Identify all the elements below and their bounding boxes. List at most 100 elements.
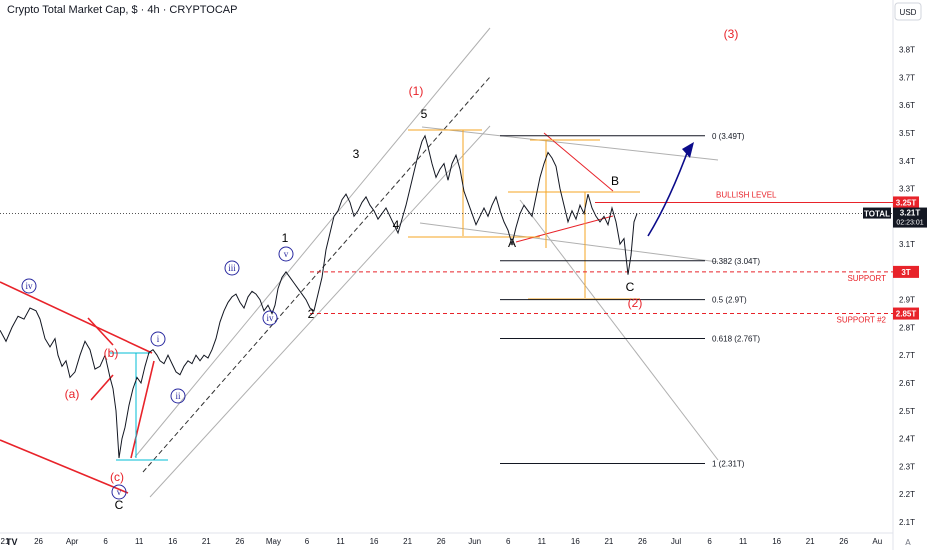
price-tick-label: 2.2T xyxy=(899,490,915,499)
time-tick-label: 6 xyxy=(707,537,712,546)
red-channel-left xyxy=(0,281,155,494)
time-tick-label: 26 xyxy=(235,537,244,546)
wave-label-C-left: C xyxy=(115,498,124,512)
wave-label-1: 1 xyxy=(282,231,289,245)
wave-label-b: (b) xyxy=(104,346,119,360)
fib-label: 0.618 (2.76T) xyxy=(712,335,760,344)
time-tick-label: 6 xyxy=(506,537,511,546)
currency-button[interactable]: USD xyxy=(894,2,922,21)
time-tick-label: 26 xyxy=(638,537,647,546)
wave-label-iv-left: iv xyxy=(25,281,33,291)
time-tick-label: 11 xyxy=(135,537,144,546)
price-tags: 3.25T 3T 2.85T xyxy=(893,196,919,320)
price-series-line xyxy=(0,134,638,459)
level-tag: 3.25T xyxy=(896,198,917,207)
time-tick-label: 26 xyxy=(839,537,848,546)
wave-label-4: 4 xyxy=(393,218,400,232)
time-tick-label: 16 xyxy=(772,537,781,546)
price-tick-label: 3.4T xyxy=(899,157,915,166)
roman-labels: iv v i ii iii v iv xyxy=(25,249,288,497)
wave-label-5: 5 xyxy=(421,107,428,121)
wave-label-iii: iii xyxy=(228,263,236,273)
level-label: SUPPORT #2 xyxy=(836,316,886,325)
price-axis[interactable]: 2.1T 2.2T 2.3T 2.4T 2.5T 2.6T 2.7T 2.8T 2.9T 3T 3.… xyxy=(899,46,915,527)
time-tick-label: 21 xyxy=(1,537,10,546)
time-tick-label: 21 xyxy=(806,537,815,546)
bar-countdown: 02:23:01 xyxy=(896,220,923,227)
wave-label-C-right: C xyxy=(626,280,635,294)
time-tick-label: 11 xyxy=(336,537,345,546)
time-tick-label: 21 xyxy=(604,537,613,546)
price-tick-label: 2.5T xyxy=(899,407,915,416)
price-tick-label: 3.7T xyxy=(899,73,915,82)
price-tick-label: 3.5T xyxy=(899,129,915,138)
time-tick-label: 26 xyxy=(437,537,446,546)
projection-arrow xyxy=(647,142,694,237)
triangle-lines xyxy=(419,126,719,461)
time-tick-label: 21 xyxy=(202,537,211,546)
time-tick-label: May xyxy=(266,537,281,546)
level-tag-bg xyxy=(893,196,919,209)
price-tick-label: 2.3T xyxy=(899,462,915,471)
wave-label-v-top: v xyxy=(284,249,289,259)
wave-label-2: 2 xyxy=(308,307,315,321)
level-tag-bg xyxy=(893,265,919,278)
wave-label-i: i xyxy=(157,334,160,344)
wave-label-B: B xyxy=(611,174,619,188)
wave-label-v-bottom: v xyxy=(117,487,122,497)
wave-labels: (1) 5 3 4 1 2 C (a) (b) (c) A B (2) (3) … xyxy=(65,27,739,512)
fib-levels: 0 (3.49T) 0.382 (3.04T) 0.5 (2.9T) 0.618 (2… xyxy=(500,132,760,469)
wave-label-iv-right: iv xyxy=(266,313,274,323)
time-tick-label: Au xyxy=(872,537,882,546)
level-label: SUPPORT xyxy=(847,274,886,283)
time-tick-label: 11 xyxy=(538,537,547,546)
key-levels: BULLISH LEVEL SUPPORT SUPPORT #2 xyxy=(310,190,893,325)
wave-label-a: (a) xyxy=(65,387,80,401)
time-tick-label: Apr xyxy=(66,537,79,546)
upper-channel xyxy=(134,27,491,498)
time-tick-label: Jun xyxy=(468,537,481,546)
currency-label: USD xyxy=(900,8,917,17)
price-tick-label: 2.1T xyxy=(899,518,915,527)
time-tick-label: 26 xyxy=(34,537,43,546)
price-tick-label: 2.7T xyxy=(899,351,915,360)
tradingview-logo: TV xyxy=(6,537,18,547)
price-tick-label: 2.8T xyxy=(899,323,915,332)
current-price-value: 3.21T xyxy=(900,209,921,218)
chart-title: Crypto Total Market Cap, $ · 4h · CRYPTO… xyxy=(7,4,238,16)
auto-scale-icon: A xyxy=(905,538,911,547)
auto-scale-button[interactable]: A xyxy=(905,538,911,547)
time-tick-label: Jul xyxy=(671,537,681,546)
fib-label: 0 (3.49T) xyxy=(712,132,745,141)
fib-label: 1 (2.31T) xyxy=(712,460,745,469)
price-tick-label: 2.6T xyxy=(899,379,915,388)
orange-measure xyxy=(408,129,640,300)
fib-label: 0.5 (2.9T) xyxy=(712,296,747,305)
wave-label-1-major: (1) xyxy=(409,84,424,98)
cyan-measure xyxy=(110,352,168,461)
time-tick-label: 6 xyxy=(103,537,108,546)
wave-label-2-major: (2) xyxy=(628,296,643,310)
fib-label: 0.382 (3.04T) xyxy=(712,257,760,266)
price-tick-label: 2.4T xyxy=(899,435,915,444)
time-tick-label: 16 xyxy=(571,537,580,546)
time-axis[interactable]: 21 26 Apr 6 11 16 21 26 May 6 11 16 21 26 Jun 6 11 16 21 26… xyxy=(1,537,883,546)
red-triangle xyxy=(515,132,614,243)
time-tick-label: 6 xyxy=(305,537,310,546)
wave-label-3: 3 xyxy=(353,147,360,161)
level-tag-bg xyxy=(893,307,919,320)
wave-label-ii: ii xyxy=(175,391,181,401)
level-label: BULLISH LEVEL xyxy=(716,190,777,199)
time-tick-label: 16 xyxy=(168,537,177,546)
price-tick-label: 3.8T xyxy=(899,46,915,55)
price-tick-label: 2.9T xyxy=(899,296,915,305)
time-tick-label: 16 xyxy=(370,537,379,546)
time-tick-label: 21 xyxy=(403,537,412,546)
wave-label-c: (c) xyxy=(110,470,124,484)
wave-label-A: A xyxy=(508,236,516,250)
price-tick-label: 3.3T xyxy=(899,185,915,194)
price-tick-label: 3.6T xyxy=(899,101,915,110)
wave-label-3-major: (3) xyxy=(724,27,739,41)
tradingview-logo-text: TV xyxy=(6,537,18,547)
